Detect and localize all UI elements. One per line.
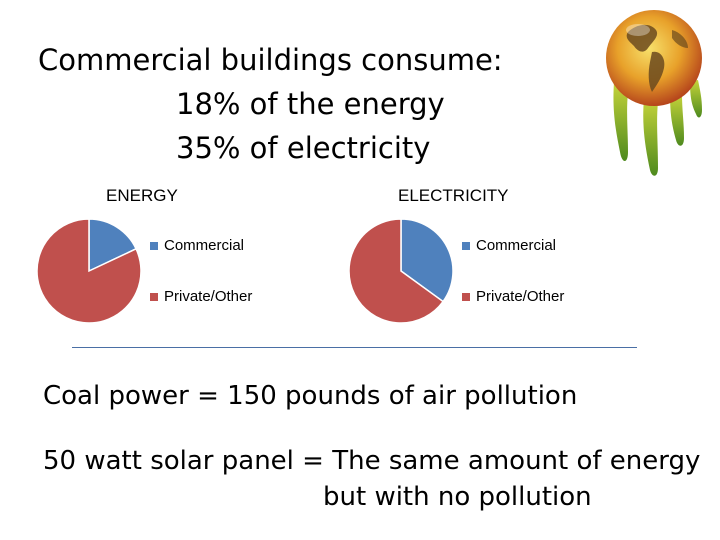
pie-slice-commercial [88, 218, 138, 273]
energy-pie-chart [36, 218, 142, 324]
headline-electricity-stat: 35% of electricity [176, 131, 431, 165]
legend-item-commercial: Commercial [462, 237, 556, 254]
legend-item-private-other: Private/Other [150, 288, 252, 305]
legend-item-commercial: Commercial [150, 237, 244, 254]
legend-swatch [150, 241, 158, 250]
energy-chart-title: ENERGY [106, 186, 178, 205]
solar-statement-line2: but with no pollution [323, 482, 592, 512]
pie-slice-private-other [348, 218, 445, 324]
solar-statement-line1: 50 watt solar panel = The same amount of… [43, 446, 701, 476]
headline-title: Commercial buildings consume: [38, 43, 503, 77]
divider [72, 347, 637, 348]
headline-energy-stat: 18% of the energy [176, 87, 445, 121]
melting-globe-icon [606, 10, 702, 176]
coal-statement: Coal power = 150 pounds of air pollution [43, 381, 578, 411]
legend-label: Private/Other [476, 288, 565, 305]
legend-label: Commercial [476, 237, 557, 254]
legend-swatch [462, 292, 470, 301]
legend-label: Commercial [164, 237, 245, 254]
legend-item-private-other: Private/Other [462, 288, 564, 305]
electricity-chart-title: ELECTRICITY [398, 186, 509, 205]
legend-swatch [150, 292, 158, 301]
legend-label: Private/Other [164, 288, 253, 305]
legend-swatch [462, 241, 470, 250]
electricity-pie-chart [348, 218, 454, 324]
pie-slice-commercial [400, 218, 454, 303]
pie-slice-private-other [36, 218, 142, 324]
